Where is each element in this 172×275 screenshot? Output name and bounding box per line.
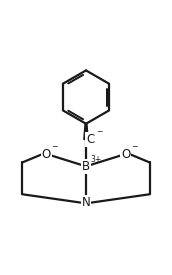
Text: B: B xyxy=(82,160,90,173)
Text: −: − xyxy=(96,127,102,136)
Text: O: O xyxy=(121,148,130,161)
Text: C: C xyxy=(86,133,94,146)
Text: −: − xyxy=(131,143,137,152)
Text: N: N xyxy=(82,196,90,209)
Text: 3+: 3+ xyxy=(91,155,102,164)
Text: −: − xyxy=(52,143,58,152)
Text: O: O xyxy=(42,148,51,161)
